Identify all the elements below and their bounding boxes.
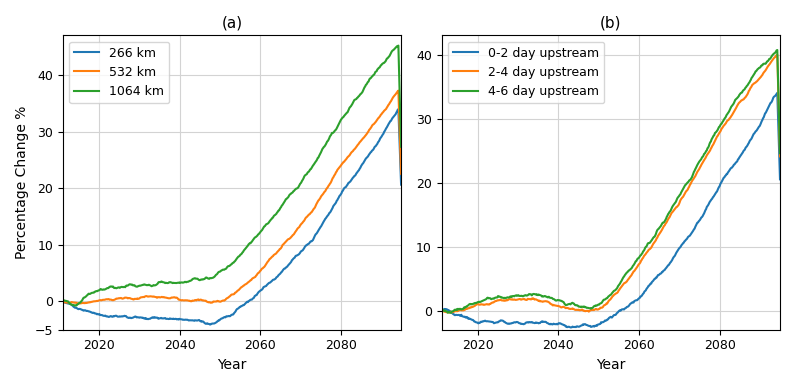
532 km [397, 171, 406, 176]
Y-axis label: Percentage Change %: Percentage Change % [15, 106, 29, 259]
Line: 1064 km: 1064 km [63, 46, 401, 306]
532 km [389, 94, 398, 99]
X-axis label: Year: Year [217, 358, 246, 372]
532 km [336, 163, 346, 168]
266 km [205, 322, 215, 327]
4-6 day upstream [437, 308, 447, 313]
0-2 day upstream [437, 307, 447, 312]
2-4 day upstream [600, 303, 610, 307]
Title: (b): (b) [600, 15, 622, 30]
0-2 day upstream [600, 318, 610, 323]
4-6 day upstream [599, 298, 608, 303]
4-6 day upstream [773, 48, 782, 52]
266 km [242, 300, 251, 305]
4-6 day upstream [600, 297, 610, 302]
0-2 day upstream [768, 98, 778, 102]
532 km [58, 299, 68, 304]
2-4 day upstream [715, 130, 724, 135]
Title: (a): (a) [221, 15, 242, 30]
4-6 day upstream [639, 248, 649, 253]
Line: 532 km: 532 km [63, 91, 401, 303]
1064 km [389, 48, 398, 52]
Line: 4-6 day upstream: 4-6 day upstream [442, 50, 780, 313]
0-2 day upstream [566, 325, 576, 330]
2-4 day upstream [773, 52, 782, 57]
2-4 day upstream [599, 305, 608, 309]
0-2 day upstream [715, 184, 724, 188]
2-4 day upstream [775, 154, 785, 159]
266 km [260, 284, 270, 289]
1064 km [70, 303, 80, 308]
1064 km [221, 266, 231, 271]
266 km [221, 314, 231, 319]
1064 km [219, 267, 229, 272]
266 km [389, 115, 398, 119]
2-4 day upstream [437, 308, 447, 313]
Legend: 0-2 day upstream, 2-4 day upstream, 4-6 day upstream: 0-2 day upstream, 2-4 day upstream, 4-6 … [448, 41, 604, 103]
266 km [397, 182, 406, 187]
266 km [394, 107, 403, 111]
Line: 266 km: 266 km [63, 109, 401, 325]
2-4 day upstream [768, 58, 778, 62]
4-6 day upstream [775, 151, 785, 156]
2-4 day upstream [444, 310, 454, 315]
Line: 0-2 day upstream: 0-2 day upstream [442, 93, 780, 327]
532 km [260, 264, 270, 269]
532 km [219, 298, 229, 303]
2-4 day upstream [639, 254, 649, 259]
0-2 day upstream [621, 306, 630, 310]
1064 km [397, 144, 406, 149]
1064 km [394, 43, 403, 48]
0-2 day upstream [639, 291, 649, 295]
532 km [221, 296, 231, 301]
1064 km [58, 298, 68, 303]
1064 km [336, 118, 346, 122]
4-6 day upstream [768, 53, 778, 57]
4-6 day upstream [621, 272, 630, 277]
4-6 day upstream [446, 310, 456, 315]
1064 km [260, 224, 270, 229]
266 km [58, 300, 68, 304]
532 km [75, 301, 84, 306]
Legend: 266 km, 532 km, 1064 km: 266 km, 532 km, 1064 km [69, 41, 169, 103]
4-6 day upstream [715, 124, 724, 129]
532 km [394, 88, 403, 93]
266 km [219, 315, 229, 320]
X-axis label: Year: Year [596, 358, 626, 372]
0-2 day upstream [775, 177, 785, 182]
532 km [242, 281, 251, 286]
1064 km [242, 245, 251, 250]
0-2 day upstream [599, 320, 608, 325]
266 km [336, 192, 346, 197]
2-4 day upstream [621, 281, 630, 285]
0-2 day upstream [773, 91, 782, 95]
Line: 2-4 day upstream: 2-4 day upstream [442, 55, 780, 313]
